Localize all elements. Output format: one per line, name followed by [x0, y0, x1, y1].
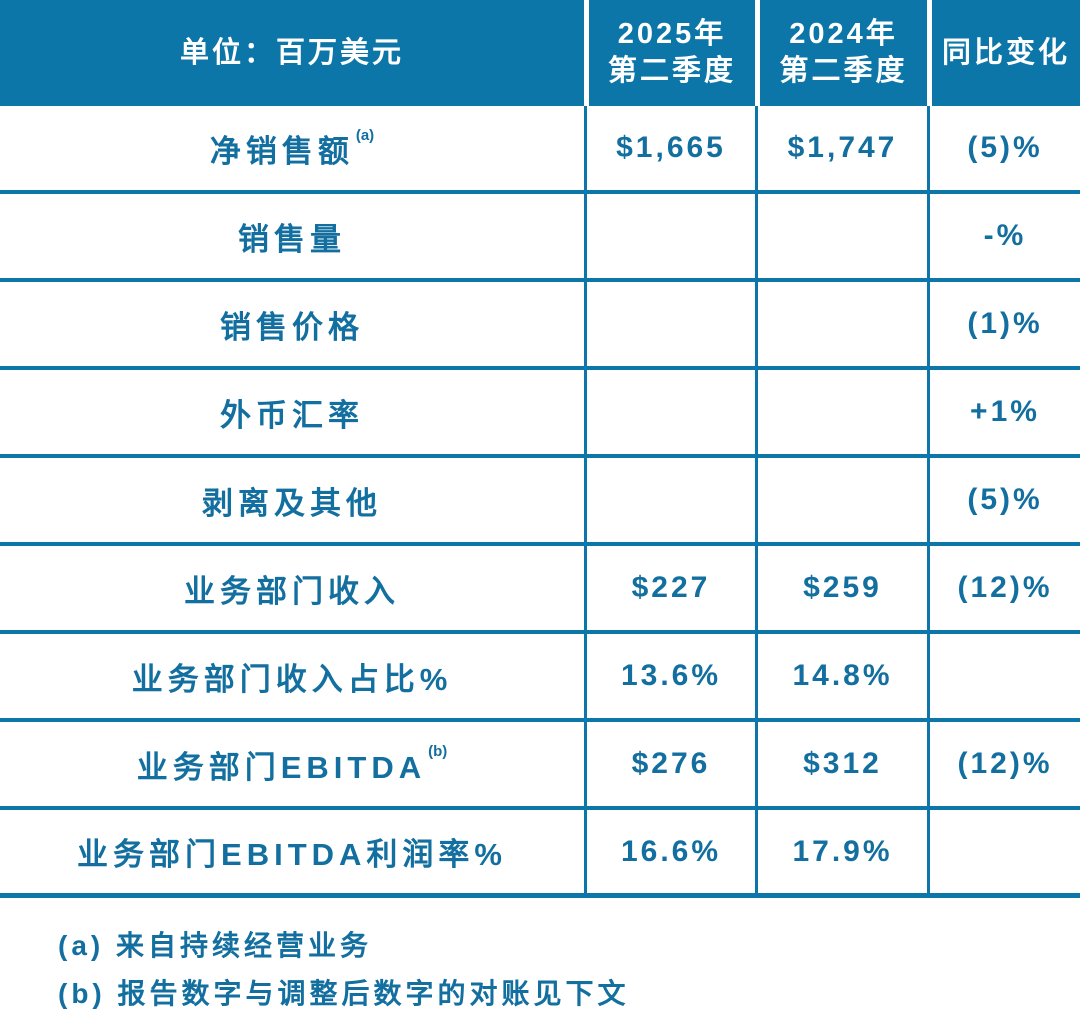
header-2025-line1: 2025年 [617, 18, 727, 50]
header-unit-label: 单位：百万美元 [0, 0, 584, 106]
row-label-text: 业务部门收入 [184, 573, 400, 609]
footnote-b: (b) 报告数字与调整后数字的对账见下文 [58, 978, 630, 1009]
table-row: 业务部门收入 $227 $259 (12)% [0, 546, 1080, 634]
table-row: 业务部门EBITDA利润率% 16.6% 17.9% [0, 810, 1080, 898]
value-yoy: (12)% [927, 722, 1080, 810]
row-label-text: 净销售额 [209, 133, 354, 169]
table-row: 销售量 -% [0, 194, 1080, 282]
value-2025: $276 [584, 722, 755, 810]
value-yoy: +1% [927, 370, 1080, 458]
row-label: 外币汇率 [0, 370, 584, 458]
value-2025 [584, 458, 755, 546]
value-yoy: (1)% [927, 282, 1080, 370]
value-2024: $312 [755, 722, 927, 810]
unit-label-text: 单位：百万美元 [179, 36, 404, 69]
row-label: 业务部门收入 [0, 546, 584, 634]
row-label: 剥离及其他 [0, 458, 584, 546]
footnote-marker-a: (a) [355, 126, 375, 144]
value-yoy [927, 810, 1080, 898]
header-col-2024: 2024年 第二季度 [755, 0, 927, 106]
row-label-text: 剥离及其他 [202, 485, 382, 521]
value-2025: $227 [584, 546, 755, 634]
header-2025-line2: 第二季度 [607, 55, 736, 87]
row-label: 业务部门EBITDA利润率% [0, 810, 584, 898]
value-yoy: -% [927, 194, 1080, 282]
value-2024 [755, 370, 927, 458]
value-2024: 17.9% [755, 810, 927, 898]
row-label: 业务部门收入占比% [0, 634, 584, 722]
table-header-row: 单位：百万美元 2025年 第二季度 2024年 第二季度 同比变化 [0, 0, 1080, 106]
value-2024 [755, 194, 927, 282]
value-2025: 16.6% [584, 810, 755, 898]
value-2024: $259 [755, 546, 927, 634]
value-yoy: (5)% [927, 106, 1080, 194]
table-row: 业务部门EBITDA (b) $276 $312 (12)% [0, 722, 1080, 810]
row-label-text: 销售量 [238, 221, 346, 257]
value-yoy: (5)% [927, 458, 1080, 546]
value-2025: $1,665 [584, 106, 755, 194]
footnote-marker-b: (b) [428, 742, 448, 760]
footnotes-section: (a) 来自持续经营业务 (b) 报告数字与调整后数字的对账见下文 [58, 922, 1080, 1018]
table-row: 业务部门收入占比% 13.6% 14.8% [0, 634, 1080, 722]
value-2024 [755, 458, 927, 546]
value-2025 [584, 282, 755, 370]
row-label-text: 外币汇率 [220, 397, 364, 433]
header-2024-line1: 2024年 [789, 18, 898, 50]
row-label-text: 销售价格 [220, 309, 364, 345]
quarterly-results-table: 单位：百万美元 2025年 第二季度 2024年 第二季度 同比变化 净销售额(… [0, 0, 1080, 898]
value-2025: 13.6% [584, 634, 755, 722]
table-row: 净销售额 (a) $1,665 $1,747 (5)% [0, 106, 1080, 194]
value-2025 [584, 370, 755, 458]
value-yoy: (12)% [927, 546, 1080, 634]
table-row: 销售价格 (1)% [0, 282, 1080, 370]
row-label: 净销售额 (a) [0, 106, 584, 194]
table-row: 外币汇率 +1% [0, 370, 1080, 458]
header-col-2025: 2025年 第二季度 [584, 0, 755, 106]
value-2024 [755, 282, 927, 370]
header-col-yoy: 同比变化 [927, 0, 1080, 106]
row-label: 销售量 [0, 194, 584, 282]
row-label-text: 业务部门EBITDA [136, 749, 427, 785]
row-label: 销售价格 [0, 282, 584, 370]
row-label: 业务部门EBITDA (b) [0, 722, 584, 810]
row-label-text: 业务部门收入占比% [131, 661, 453, 697]
row-label-text: 业务部门EBITDA利润率% [77, 837, 507, 872]
header-yoy-text: 同比变化 [941, 36, 1070, 69]
value-2025 [584, 194, 755, 282]
value-yoy [927, 634, 1080, 722]
value-2024: $1,747 [755, 106, 927, 194]
table-row: 剥离及其他 (5)% [0, 458, 1080, 546]
footnote-a: (a) 来自持续经营业务 [58, 930, 373, 961]
header-2024-line2: 第二季度 [779, 55, 908, 87]
value-2024: 14.8% [755, 634, 927, 722]
